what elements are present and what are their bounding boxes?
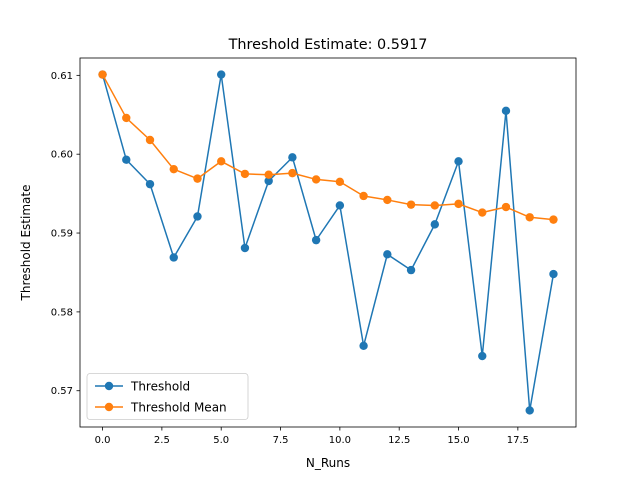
data-point-threshold (454, 157, 463, 166)
legend-label: Threshold (130, 380, 190, 394)
legend-label: Threshold Mean (130, 401, 227, 415)
data-point-threshold (264, 176, 273, 186)
legend-box (86, 373, 249, 420)
data-point-threshold-mean (406, 200, 416, 209)
data-point-threshold-mean (454, 199, 463, 209)
chart-title: Threshold Estimate: 0.5917 (228, 37, 428, 53)
data-point-threshold (335, 201, 345, 210)
x-axis-label: N_Runs (306, 456, 350, 470)
x-tick-label: 10.0 (329, 435, 351, 446)
data-point-threshold (288, 153, 297, 162)
data-point-threshold-mean (501, 202, 511, 212)
y-tick-label: 0.58 (51, 307, 73, 318)
data-point-threshold-mean (145, 135, 155, 145)
data-point-threshold-mean (122, 113, 131, 123)
x-tick-label: 2.5 (154, 435, 170, 446)
data-point-threshold (193, 212, 202, 221)
data-point-threshold (240, 243, 250, 253)
data-point-threshold-mean (98, 70, 107, 79)
data-point-threshold (169, 253, 178, 262)
y-tick-label: 0.60 (51, 150, 73, 161)
data-point-threshold (406, 265, 416, 275)
series-line-threshold-mean (101, 74, 554, 221)
x-tick-label: 17.5 (507, 435, 529, 446)
x-tick-label: 15.0 (447, 435, 469, 446)
data-point-threshold-mean (169, 164, 178, 174)
ticks: 0.0 2.5 5.0 7.5 10.0 12.5 15.0 17.5 0.57 0.58 0.59… (51, 71, 529, 446)
legend-marker (104, 381, 114, 391)
series-threshold-mean (98, 70, 558, 224)
legend-marker (104, 402, 114, 412)
data-point-threshold-mean (240, 169, 250, 179)
y-tick-label: 0.57 (51, 386, 73, 397)
data-point-threshold-mean (288, 168, 297, 178)
data-point-threshold (311, 235, 321, 245)
legend: Threshold Threshold Mean (86, 373, 249, 420)
y-tick-label: 0.61 (51, 71, 73, 82)
data-point-threshold (478, 351, 487, 361)
y-tick-label: 0.59 (51, 229, 73, 240)
data-point-threshold (430, 220, 439, 229)
x-tick-label: 5.0 (213, 435, 229, 446)
data-point-threshold (217, 70, 226, 79)
y-axis-label: Threshold Estimate (19, 185, 33, 302)
data-point-threshold-mean (359, 191, 368, 201)
data-point-threshold (122, 155, 131, 164)
data-point-threshold (359, 341, 368, 350)
data-point-threshold (501, 106, 511, 116)
series-layer (98, 70, 558, 415)
x-tick-label: 0.0 (95, 435, 111, 446)
data-point-threshold (525, 406, 534, 415)
data-point-threshold-mean (264, 170, 273, 179)
x-tick-label: 12.5 (388, 435, 410, 446)
data-point-threshold-mean (549, 215, 558, 224)
x-tick-label: 7.5 (273, 435, 289, 446)
data-point-threshold-mean (311, 175, 321, 184)
data-point-threshold (549, 269, 558, 279)
data-point-threshold-mean (335, 177, 345, 186)
data-point-threshold-mean (430, 201, 439, 210)
data-point-threshold-mean (217, 157, 226, 166)
data-point-threshold (383, 250, 392, 259)
plot-frame (79, 57, 577, 428)
data-point-threshold-mean (525, 213, 534, 222)
data-point-threshold-mean (383, 195, 392, 205)
data-point-threshold (145, 179, 155, 189)
series-line-threshold (101, 73, 555, 412)
data-point-threshold-mean (193, 174, 202, 183)
data-point-threshold-mean (478, 208, 487, 217)
